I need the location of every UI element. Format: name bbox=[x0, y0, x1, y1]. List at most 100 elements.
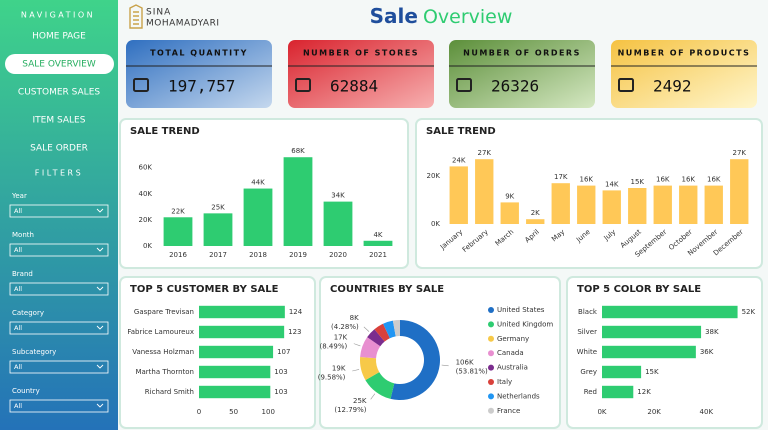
value-label: 22K bbox=[171, 207, 185, 215]
chart-title: COUNTRIES BY SALE bbox=[330, 284, 444, 295]
logo-line1: SINA bbox=[146, 8, 171, 18]
bar bbox=[602, 385, 634, 399]
bar bbox=[449, 166, 468, 224]
bar bbox=[602, 325, 702, 339]
nav-item[interactable]: CUSTOMER SALES bbox=[18, 88, 100, 98]
title-part: Overview bbox=[423, 6, 512, 28]
donut-slice bbox=[360, 357, 380, 381]
filter-value: All bbox=[14, 207, 22, 215]
donut-slice bbox=[365, 372, 395, 399]
slice-share-label: (4.28%) bbox=[331, 323, 359, 331]
legend-swatch bbox=[488, 350, 494, 357]
category-label: White bbox=[577, 348, 597, 356]
nav-title: NAVIGATION bbox=[21, 11, 95, 20]
x-tick-label: 40K bbox=[700, 408, 714, 416]
value-label: 44K bbox=[251, 179, 265, 187]
category-label: Silver bbox=[577, 328, 597, 336]
value-label: 27K bbox=[733, 149, 747, 157]
kpi-card bbox=[126, 40, 272, 108]
filter-label: Year bbox=[11, 192, 27, 200]
x-tick-label: 0 bbox=[197, 408, 201, 416]
filter-dropdown[interactable] bbox=[9, 399, 109, 413]
value-label: 34K bbox=[331, 192, 345, 200]
value-label: 52K bbox=[742, 308, 756, 316]
x-tick-label: 2018 bbox=[249, 251, 267, 259]
bar bbox=[602, 345, 696, 359]
bar bbox=[679, 185, 698, 224]
bar bbox=[602, 365, 642, 379]
kpi-card bbox=[449, 40, 595, 108]
filter-dropdown[interactable] bbox=[9, 321, 109, 335]
filter-dropdown[interactable] bbox=[9, 282, 109, 296]
category-label: Grey bbox=[580, 368, 597, 376]
bar bbox=[283, 157, 313, 246]
slice-share-label: (9.58%) bbox=[318, 374, 346, 382]
filter-dropdown[interactable] bbox=[9, 243, 109, 257]
x-tick-label: 0K bbox=[597, 408, 606, 416]
kpi-value: 26326 bbox=[491, 77, 539, 96]
value-label: 24K bbox=[452, 156, 466, 164]
slice-share-label: (12.79%) bbox=[334, 406, 366, 414]
value-label: 16K bbox=[656, 176, 670, 184]
logo-icon bbox=[129, 4, 143, 29]
logo-line2: MOHAMADYARI bbox=[146, 19, 220, 29]
y-tick-label: 60K bbox=[139, 164, 153, 172]
nav-item[interactable]: SALE OVERVIEW bbox=[22, 60, 96, 70]
x-tick-label: 2019 bbox=[289, 251, 307, 259]
filter-dropdown[interactable] bbox=[9, 360, 109, 374]
donut-slice bbox=[374, 323, 390, 342]
kpi-label: NUMBER OF STORES bbox=[303, 49, 419, 58]
value-label: 103 bbox=[274, 368, 287, 376]
bar bbox=[602, 305, 738, 319]
category-label: Richard Smith bbox=[145, 388, 194, 396]
y-tick-label: 0K bbox=[143, 242, 152, 250]
kpi-icon bbox=[295, 78, 311, 92]
category-label: Fabrice Lamoureux bbox=[127, 328, 194, 336]
chart-title: SALE TREND bbox=[130, 126, 200, 137]
value-label: 36K bbox=[700, 348, 714, 356]
slice-share-label: (8.49%) bbox=[320, 342, 348, 350]
dropdown-chevron bbox=[96, 208, 104, 213]
nav-selected-pill bbox=[5, 54, 114, 74]
bar bbox=[203, 213, 233, 246]
value-label: 27K bbox=[478, 149, 492, 157]
value-label: 15K bbox=[645, 368, 659, 376]
x-tick-label: 50 bbox=[229, 408, 238, 416]
value-label: 123 bbox=[288, 328, 301, 336]
value-label: 107 bbox=[277, 348, 290, 356]
x-tick-label: 2020 bbox=[329, 251, 347, 259]
value-label: 15K bbox=[631, 178, 645, 186]
kpi-label: NUMBER OF ORDERS bbox=[463, 49, 581, 58]
filters-title: FILTERS bbox=[35, 169, 83, 178]
bar bbox=[243, 188, 273, 246]
dropdown-chevron bbox=[96, 403, 104, 408]
legend-label: Germany bbox=[497, 335, 529, 343]
filter-dropdown[interactable] bbox=[9, 204, 109, 218]
nav-item[interactable]: SALE ORDER bbox=[30, 144, 88, 154]
nav-item[interactable]: HOME PAGE bbox=[32, 32, 86, 42]
chart-title: TOP 5 COLOR BY SALE bbox=[577, 284, 701, 295]
kpi-value: 2492 bbox=[653, 77, 692, 96]
filter-label: Subcategory bbox=[12, 348, 56, 356]
legend-label: Canada bbox=[497, 349, 524, 357]
leader-line bbox=[370, 393, 376, 400]
legend-swatch bbox=[488, 364, 494, 371]
category-label: Gaspare Trevisan bbox=[134, 308, 194, 316]
nav-item[interactable]: ITEM SALES bbox=[33, 116, 86, 126]
value-label: 9K bbox=[505, 192, 514, 200]
bar bbox=[363, 240, 393, 246]
category-label: Red bbox=[584, 388, 597, 396]
category-label: Vanessa Holzman bbox=[132, 348, 194, 356]
category-label: Black bbox=[578, 308, 598, 316]
leader-line bbox=[353, 343, 361, 347]
chart-title: SALE TREND bbox=[426, 126, 496, 137]
bar bbox=[551, 183, 570, 224]
leader-line bbox=[352, 369, 360, 372]
legend-swatch bbox=[488, 407, 494, 414]
chart-title: TOP 5 CUSTOMER BY SALE bbox=[130, 284, 279, 295]
kpi-value: 62884 bbox=[330, 77, 378, 96]
kpi-icon bbox=[618, 78, 634, 92]
legend-swatch bbox=[488, 379, 494, 385]
slice-value-label: 25K bbox=[353, 397, 367, 405]
